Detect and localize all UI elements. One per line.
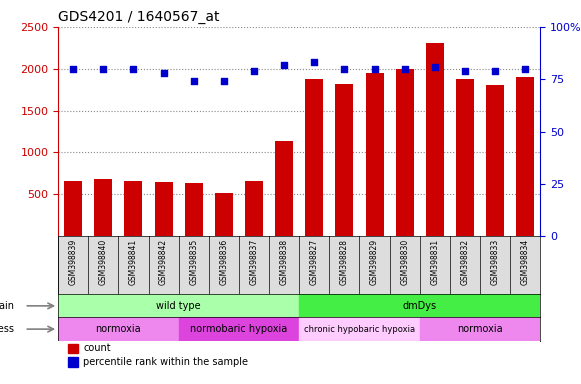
Text: GSM398837: GSM398837 (249, 239, 259, 285)
Point (69, 66, 78, 72)
Text: GSM398839: GSM398839 (69, 239, 78, 285)
Bar (486, 86, 504, 236)
Bar (58, 318, 179, 341)
Point (490, 68, 500, 74)
Text: chronic hypobaric hypoxia: chronic hypobaric hypoxia (304, 324, 415, 334)
Text: GSM398828: GSM398828 (340, 239, 349, 285)
Text: count: count (83, 343, 111, 353)
Bar (155, 182, 173, 236)
Bar (456, 79, 474, 236)
Bar (68, 358, 78, 367)
Bar (420, 318, 540, 341)
Text: GSM398831: GSM398831 (431, 239, 439, 285)
Point (460, 68, 469, 74)
Bar (365, 73, 383, 236)
Bar (299, 294, 540, 318)
Point (159, 70, 168, 76)
Bar (275, 141, 293, 236)
Text: GSM398834: GSM398834 (521, 239, 530, 285)
Bar (124, 181, 142, 236)
Text: normoxia: normoxia (95, 324, 141, 334)
Bar (305, 79, 324, 236)
Bar (179, 318, 299, 341)
Text: GSM398835: GSM398835 (189, 239, 198, 285)
Bar (245, 181, 263, 236)
Point (129, 66, 138, 72)
Bar (516, 77, 535, 236)
Text: GSM398827: GSM398827 (310, 239, 319, 285)
Bar (396, 69, 414, 236)
Bar (299, 318, 420, 341)
Bar (215, 194, 233, 236)
Bar (335, 84, 353, 236)
Text: GDS4201 / 1640567_at: GDS4201 / 1640567_at (58, 10, 220, 25)
Bar (185, 182, 203, 236)
Bar (426, 43, 444, 236)
Text: percentile rank within the sample: percentile rank within the sample (83, 357, 248, 367)
Text: stress: stress (0, 324, 15, 334)
Point (279, 61, 289, 68)
Bar (58, 294, 299, 318)
Text: GSM398842: GSM398842 (159, 239, 168, 285)
Text: GSM398840: GSM398840 (99, 239, 108, 285)
Text: strain: strain (0, 301, 15, 311)
Point (521, 66, 530, 72)
Text: GSM398838: GSM398838 (279, 239, 289, 285)
Bar (68, 344, 78, 353)
Point (189, 78, 198, 84)
Point (430, 64, 439, 70)
Text: dmDys: dmDys (403, 301, 437, 311)
Bar (64, 181, 83, 236)
Text: GSM398832: GSM398832 (461, 239, 469, 285)
Point (99, 66, 108, 72)
Text: GSM398833: GSM398833 (490, 239, 500, 285)
Text: normobaric hypoxia: normobaric hypoxia (191, 324, 288, 334)
Text: GSM398830: GSM398830 (400, 239, 409, 285)
Bar (94, 179, 112, 236)
Point (340, 66, 349, 72)
Point (249, 68, 259, 74)
Point (219, 78, 228, 84)
Point (370, 66, 379, 72)
Text: GSM398841: GSM398841 (129, 239, 138, 285)
Text: GSM398829: GSM398829 (370, 239, 379, 285)
Text: GSM398836: GSM398836 (220, 239, 228, 285)
Text: normoxia: normoxia (457, 324, 503, 334)
Point (310, 60, 319, 66)
Point (400, 66, 410, 72)
Text: wild type: wild type (156, 301, 201, 311)
